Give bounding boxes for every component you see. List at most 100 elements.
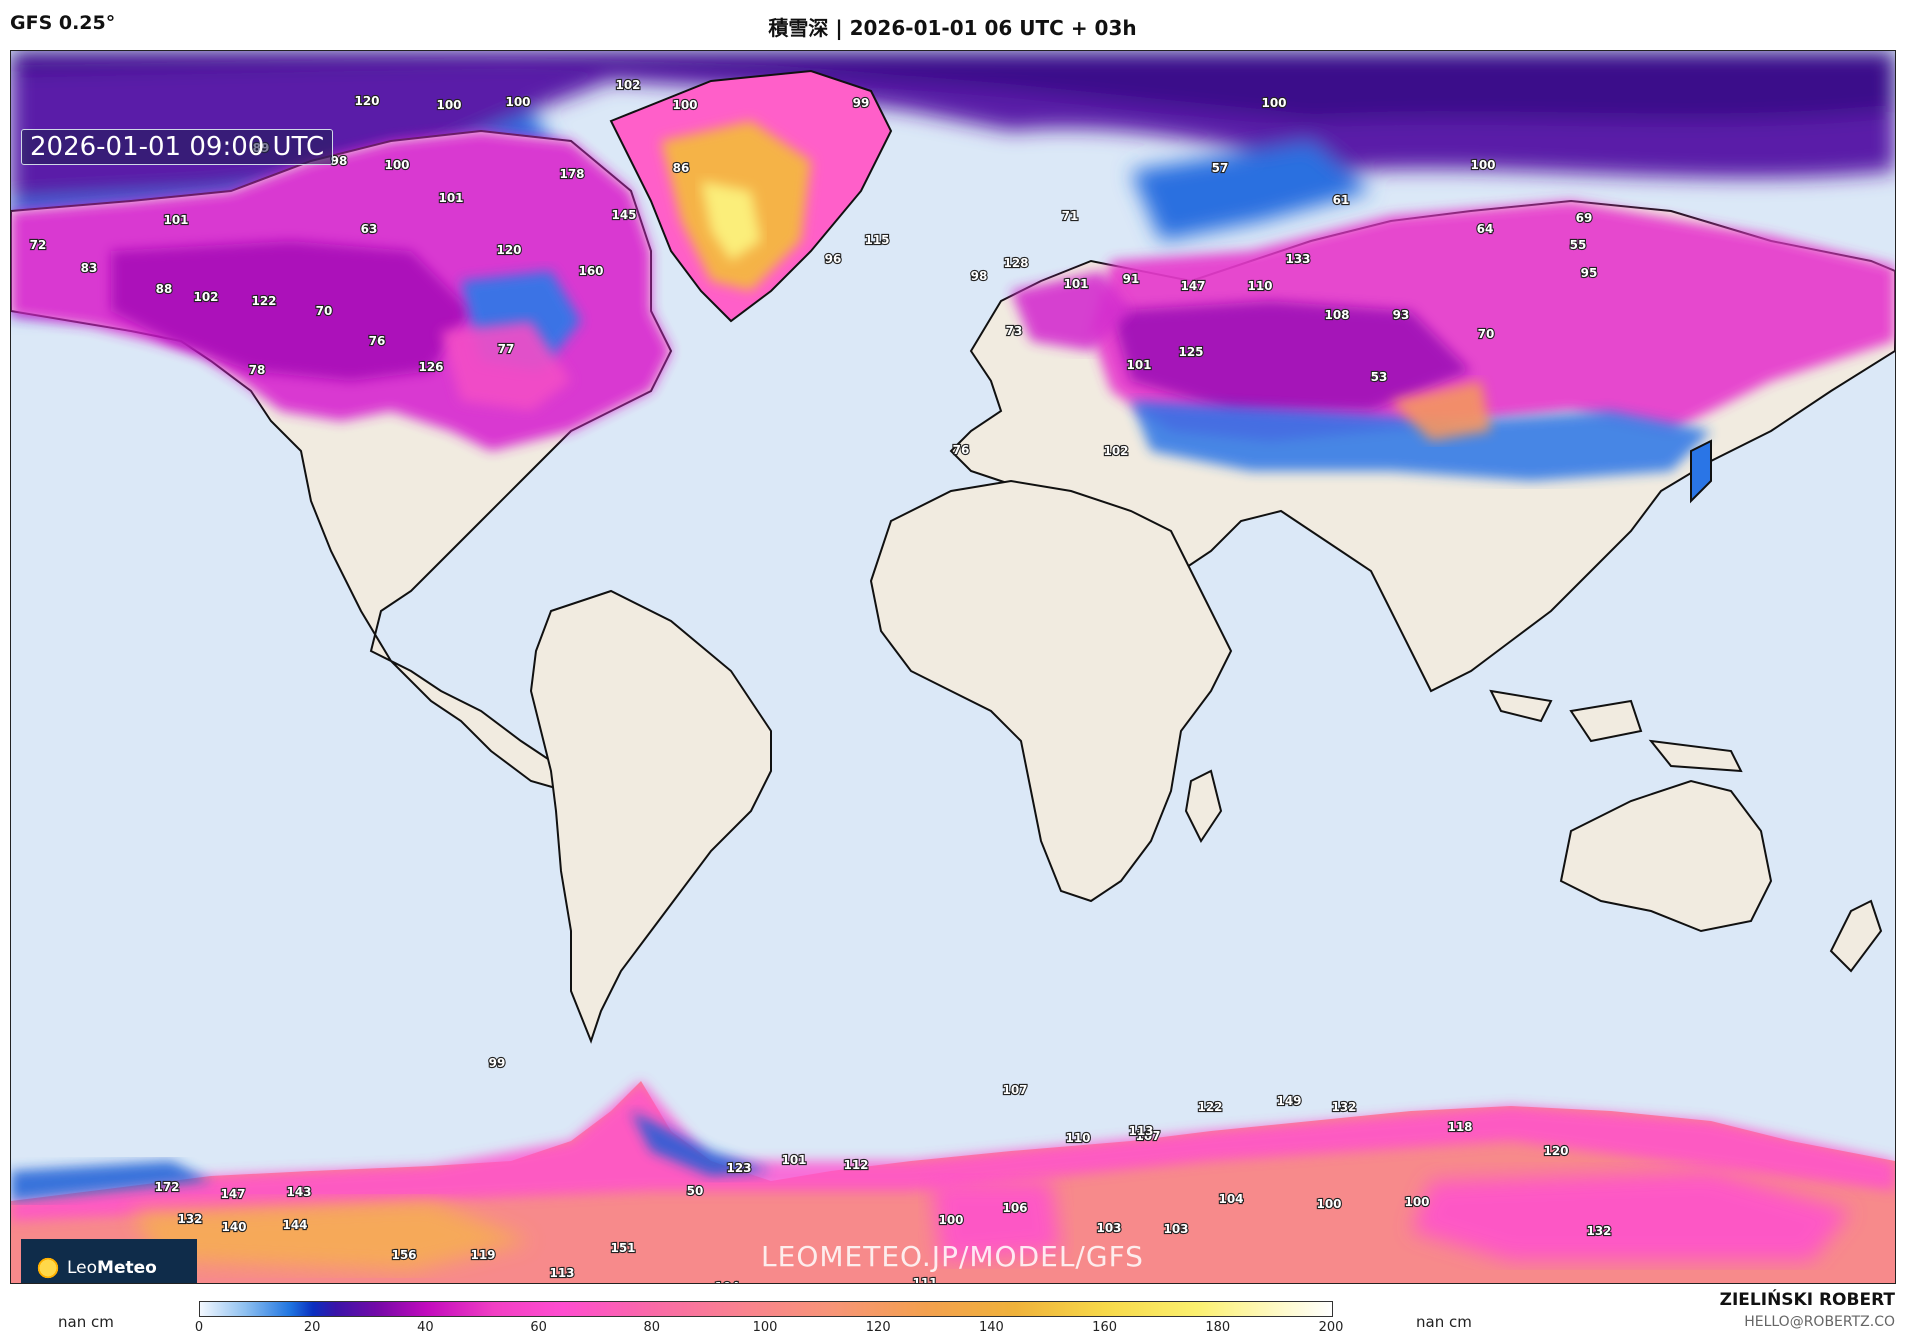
snow-depth-label: 100 bbox=[436, 98, 461, 112]
snow-depth-label: 70 bbox=[316, 304, 333, 318]
snow-depth-label: 103 bbox=[1096, 1221, 1121, 1235]
snow-depth-label: 118 bbox=[1447, 1120, 1472, 1134]
snow-depth-label: 103 bbox=[1163, 1222, 1188, 1236]
snow-depth-label: 61 bbox=[1333, 193, 1350, 207]
snow-depth-label: 96 bbox=[825, 252, 842, 266]
leometeo-logo: LeoMeteo bbox=[21, 1239, 197, 1283]
colorbar-tick-label: 0 bbox=[194, 1320, 204, 1335]
snow-depth-label: 104 bbox=[1218, 1192, 1243, 1206]
snow-depth-value-labels: 1021201001001008998100178861011457210163… bbox=[29, 77, 1613, 1283]
snow-depth-label: 100 bbox=[672, 98, 697, 112]
snow-depth-label: 145 bbox=[611, 208, 636, 222]
sun-icon bbox=[35, 1255, 61, 1281]
snow-depth-label: 149 bbox=[1276, 1094, 1301, 1108]
colorbar-unit-right: nan cm bbox=[1416, 1313, 1472, 1331]
colorbar-unit-left: nan cm bbox=[58, 1313, 114, 1331]
snow-depth-label: 99 bbox=[853, 96, 870, 110]
islands bbox=[1489, 439, 1743, 773]
colorbar-tick-label: 40 bbox=[417, 1320, 434, 1335]
snow-depth-label: 57 bbox=[1212, 161, 1229, 175]
colorbar-tick-label: 140 bbox=[978, 1320, 1004, 1335]
colorbar-tick-label: 60 bbox=[530, 1320, 547, 1335]
snow-depth-label: 83 bbox=[81, 261, 98, 275]
snow-depth-label: 172 bbox=[154, 1180, 179, 1194]
snow-depth-label: 100 bbox=[1316, 1197, 1341, 1211]
valid-time-badge: 2026-01-01 09:00 UTC bbox=[21, 129, 334, 165]
snow-depth-label: 160 bbox=[578, 264, 603, 278]
snow-depth-label: 119 bbox=[470, 1248, 495, 1262]
snow-depth-label: 93 bbox=[1393, 308, 1410, 322]
author-email: HELLO@ROBERTZ.CO bbox=[1744, 1314, 1895, 1330]
snow-depth-label: 132 bbox=[1586, 1224, 1611, 1238]
snow-depth-label: 100 bbox=[938, 1213, 963, 1227]
antarctica bbox=[11, 1081, 1895, 1283]
model-name: GFS 0.25° bbox=[10, 12, 116, 34]
snow-depth-label: 88 bbox=[156, 282, 173, 296]
snow-depth-label: 76 bbox=[953, 443, 970, 457]
colorbar bbox=[199, 1301, 1333, 1317]
colorbar-tick-label: 120 bbox=[865, 1320, 891, 1335]
snow-depth-label: 108 bbox=[1324, 308, 1349, 322]
snow-depth-label: 140 bbox=[221, 1220, 246, 1234]
snow-depth-label: 72 bbox=[30, 238, 47, 252]
snow-depth-label: 100 bbox=[505, 95, 530, 109]
snow-depth-label: 100 bbox=[384, 158, 409, 172]
snow-depth-label: 111 bbox=[912, 1276, 937, 1283]
snow-depth-label: 86 bbox=[673, 161, 690, 175]
snow-depth-label: 98 bbox=[331, 154, 348, 168]
snow-depth-label: 147 bbox=[220, 1187, 245, 1201]
logo-text: LeoMeteo bbox=[67, 1258, 157, 1278]
snow-depth-label: 73 bbox=[1006, 324, 1023, 338]
colorbar-tick-label: 180 bbox=[1205, 1320, 1231, 1335]
snow-depth-label: 128 bbox=[1003, 256, 1028, 270]
snow-depth-label: 102 bbox=[615, 78, 640, 92]
snow-depth-label: 95 bbox=[1581, 266, 1598, 280]
snow-depth-label: 120 bbox=[496, 243, 521, 257]
snow-depth-label: 70 bbox=[1478, 327, 1495, 341]
snow-depth-label: 102 bbox=[1103, 444, 1128, 458]
snow-depth-label: 123 bbox=[726, 1161, 751, 1175]
snow-depth-label: 53 bbox=[1371, 370, 1388, 384]
colorbar-tick-label: 20 bbox=[303, 1320, 321, 1335]
greenland bbox=[609, 69, 893, 323]
colorbar-tick-label: 200 bbox=[1318, 1320, 1344, 1335]
snow-depth-label: 151 bbox=[610, 1241, 635, 1255]
snow-depth-label: 107 bbox=[1002, 1083, 1027, 1097]
author-name: ZIELIŃSKI ROBERT bbox=[1719, 1290, 1895, 1310]
snow-depth-label: 101 bbox=[781, 1153, 806, 1167]
snow-depth-label: 144 bbox=[282, 1218, 307, 1232]
eurasia bbox=[949, 199, 1895, 693]
snow-depth-map: 1021201001001008998100178861011457210163… bbox=[11, 51, 1895, 1283]
snow-depth-label: 100 bbox=[1261, 96, 1286, 110]
snow-depth-label: 77 bbox=[498, 342, 515, 356]
snow-depth-label: 133 bbox=[1285, 252, 1310, 266]
snow-depth-label: 113 bbox=[1128, 1124, 1153, 1138]
snow-depth-label: 143 bbox=[286, 1185, 311, 1199]
snow-depth-label: 64 bbox=[1477, 222, 1494, 236]
snow-depth-label: 120 bbox=[1543, 1144, 1568, 1158]
snow-depth-label: 102 bbox=[193, 290, 218, 304]
snow-depth-label: 101 bbox=[1126, 358, 1151, 372]
australia bbox=[1559, 779, 1883, 973]
snow-depth-label: 104 bbox=[714, 1280, 739, 1283]
south-america bbox=[529, 589, 772, 1044]
snow-depth-label: 147 bbox=[1180, 279, 1205, 293]
snow-depth-label: 100 bbox=[1404, 1195, 1429, 1209]
snow-depth-label: 126 bbox=[418, 360, 443, 374]
snow-depth-label: 78 bbox=[249, 363, 266, 377]
snow-depth-label: 101 bbox=[163, 213, 188, 227]
snow-depth-label: 107 bbox=[1135, 1129, 1160, 1143]
africa bbox=[869, 479, 1233, 903]
colorbar-tick-label: 160 bbox=[1092, 1320, 1118, 1335]
map-panel[interactable]: 1021201001001008998100178861011457210163… bbox=[10, 50, 1896, 1284]
watermark-url: LEOMETEO.JP/MODEL/GFS bbox=[761, 1240, 1144, 1273]
snow-depth-label: 110 bbox=[1247, 279, 1272, 293]
snow-depth-label: 69 bbox=[1576, 211, 1593, 225]
snow-depth-label: 91 bbox=[1123, 272, 1140, 286]
snow-depth-label: 101 bbox=[1063, 277, 1088, 291]
snow-depth-label: 132 bbox=[177, 1212, 202, 1226]
snow-depth-label: 101 bbox=[438, 191, 463, 205]
snow-depth-label: 106 bbox=[1002, 1201, 1027, 1215]
snow-depth-label: 55 bbox=[1570, 238, 1587, 252]
snow-depth-label: 99 bbox=[489, 1056, 506, 1070]
